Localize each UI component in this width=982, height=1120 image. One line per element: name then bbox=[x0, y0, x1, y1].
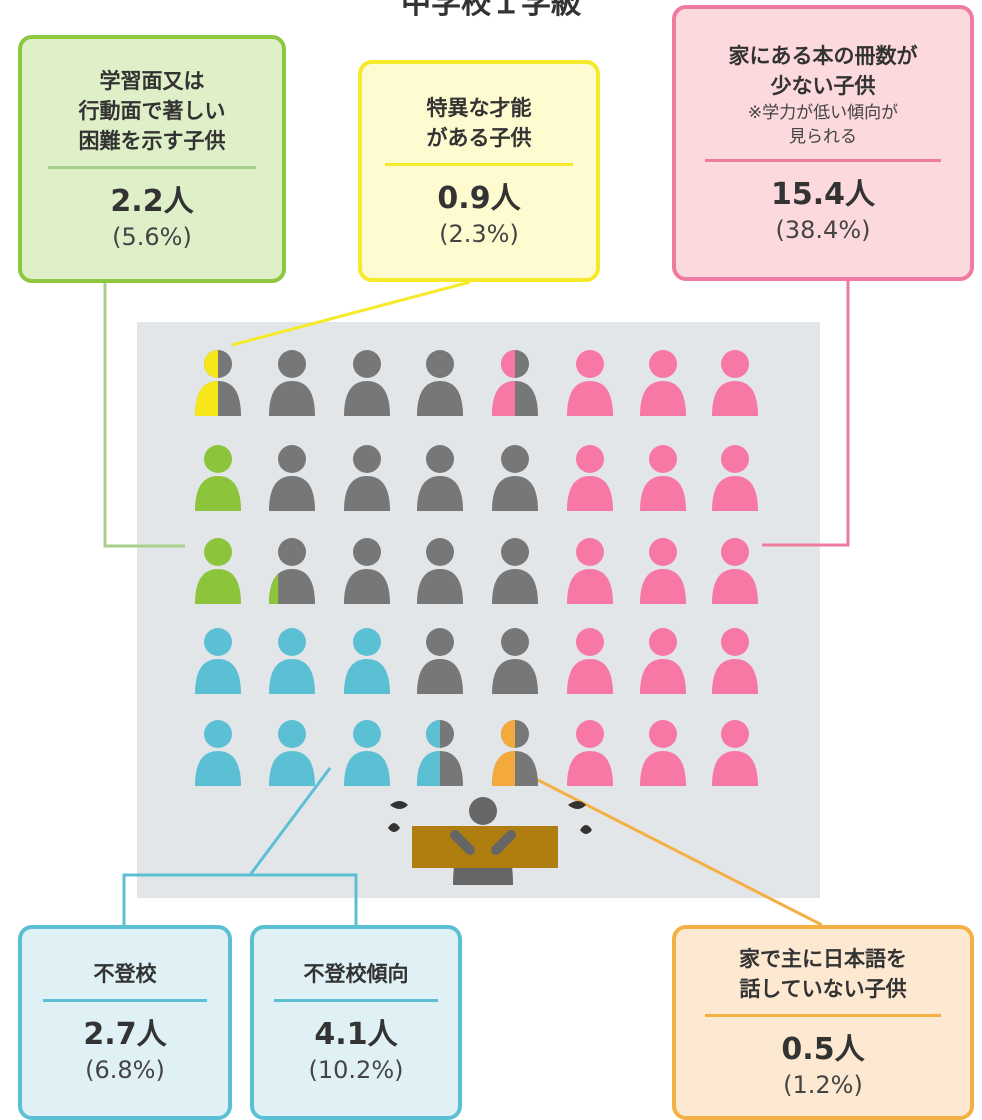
divider bbox=[385, 163, 572, 166]
percent: (38.4%) bbox=[776, 214, 871, 246]
box-title: 不登校 bbox=[94, 959, 157, 989]
box-books: 家にある本の冊数が少ない子供※学力が低い傾向が見られる 15.4人(38.4%) bbox=[672, 5, 974, 281]
head bbox=[721, 350, 749, 378]
head bbox=[278, 445, 306, 473]
head bbox=[721, 538, 749, 566]
percent: (2.3%) bbox=[439, 218, 519, 250]
head bbox=[576, 350, 604, 378]
divider bbox=[705, 159, 940, 162]
box-note: ※学力が低い傾向が bbox=[748, 101, 898, 125]
box-note: 見られる bbox=[789, 125, 857, 149]
head bbox=[278, 350, 306, 378]
head bbox=[501, 538, 529, 566]
page: 中学校１学級 学習面又は行動面で著しい困難を示す子供2.2人(5.6%) 特異な… bbox=[0, 0, 982, 1120]
head bbox=[353, 445, 381, 473]
box-learning: 学習面又は行動面で著しい困難を示す子供 2.2人(5.6%) bbox=[18, 35, 286, 283]
head bbox=[721, 720, 749, 748]
head bbox=[576, 445, 604, 473]
head bbox=[649, 538, 677, 566]
percent: (5.6%) bbox=[112, 221, 192, 253]
count: 0.5人 bbox=[781, 1031, 864, 1069]
head bbox=[353, 628, 381, 656]
head bbox=[278, 720, 306, 748]
head bbox=[278, 628, 306, 656]
count: 2.2人 bbox=[110, 183, 193, 221]
head bbox=[649, 445, 677, 473]
head bbox=[426, 538, 454, 566]
head bbox=[204, 628, 232, 656]
count: 2.7人 bbox=[83, 1016, 166, 1054]
box-title: 家で主に日本語を bbox=[739, 944, 907, 974]
head bbox=[576, 628, 604, 656]
box-title: 特異な才能 bbox=[427, 93, 532, 123]
head bbox=[426, 628, 454, 656]
divider bbox=[43, 999, 208, 1002]
head bbox=[576, 538, 604, 566]
box-gifted: 特異な才能がある子供 0.9人(2.3%) bbox=[358, 60, 600, 282]
percent: (6.8%) bbox=[85, 1054, 165, 1086]
head bbox=[426, 445, 454, 473]
head bbox=[649, 628, 677, 656]
count: 15.4人 bbox=[771, 176, 875, 214]
divider bbox=[274, 999, 437, 1002]
head bbox=[501, 628, 529, 656]
box-language: 家で主に日本語を話していない子供 0.5人(1.2%) bbox=[672, 925, 974, 1120]
head bbox=[353, 720, 381, 748]
percent: (1.2%) bbox=[783, 1069, 863, 1101]
head bbox=[353, 538, 381, 566]
box-title: 少ない子供 bbox=[771, 71, 876, 101]
box-absent-tendency: 不登校傾向 4.1人(10.2%) bbox=[250, 925, 462, 1120]
box-absent: 不登校 2.7人(6.8%) bbox=[18, 925, 232, 1120]
head bbox=[501, 445, 529, 473]
box-title: 困難を示す子供 bbox=[79, 126, 226, 156]
head bbox=[204, 445, 232, 473]
head bbox=[721, 445, 749, 473]
box-title: 家にある本の冊数が bbox=[729, 41, 918, 71]
head bbox=[204, 538, 232, 566]
head bbox=[353, 350, 381, 378]
count: 0.9人 bbox=[437, 180, 520, 218]
head bbox=[649, 350, 677, 378]
box-title: 行動面で著しい bbox=[79, 96, 226, 126]
head bbox=[426, 350, 454, 378]
divider bbox=[48, 166, 256, 169]
head bbox=[649, 720, 677, 748]
divider bbox=[705, 1014, 940, 1017]
head bbox=[721, 628, 749, 656]
box-title: 不登校傾向 bbox=[304, 959, 409, 989]
count: 4.1人 bbox=[314, 1016, 397, 1054]
head bbox=[576, 720, 604, 748]
box-title: 学習面又は bbox=[100, 66, 205, 96]
head bbox=[204, 720, 232, 748]
box-title: がある子供 bbox=[427, 123, 532, 153]
box-title: 話していない子供 bbox=[739, 974, 906, 1004]
percent: (10.2%) bbox=[309, 1054, 404, 1086]
head bbox=[278, 538, 306, 566]
